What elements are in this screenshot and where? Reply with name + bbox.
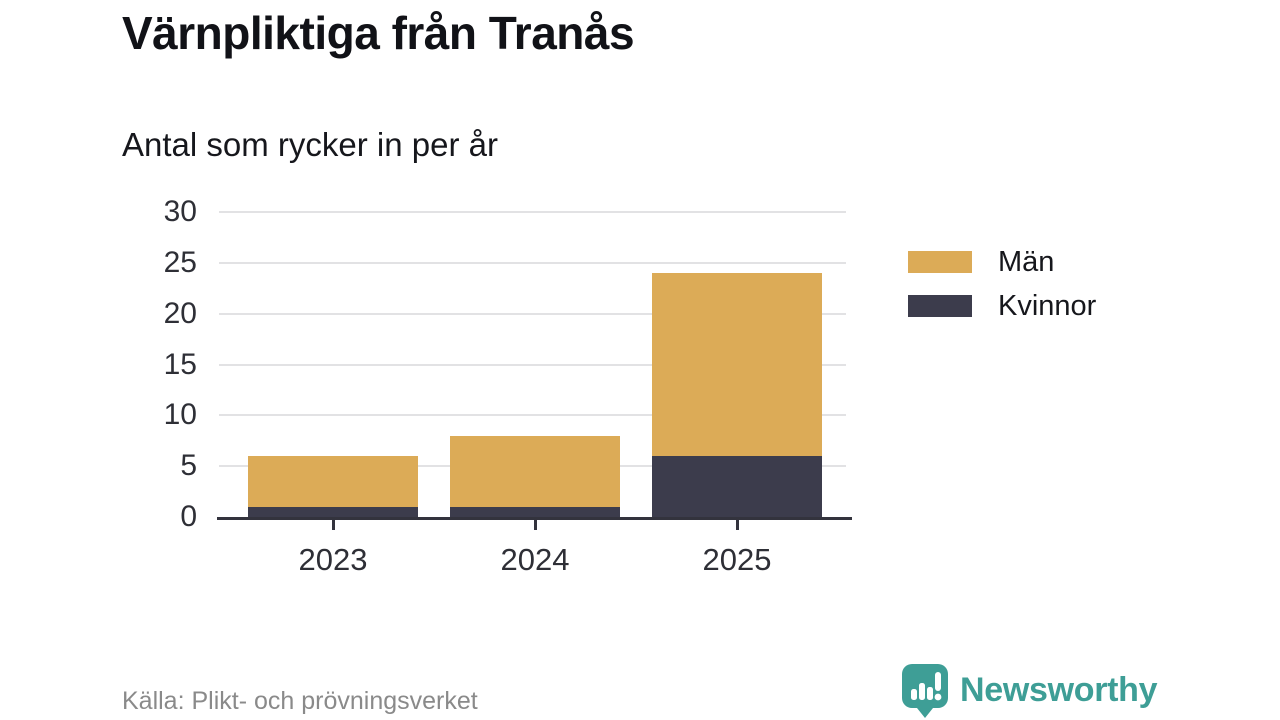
legend-swatch-kvinnor	[908, 295, 972, 317]
x-axis-tick-label: 2024	[500, 542, 570, 577]
legend-label: Kvinnor	[998, 290, 1097, 322]
bar-segment-kvinnor-2024	[450, 506, 620, 517]
bar-segment-kvinnor-2023	[248, 506, 418, 517]
x-axis-tick-label: 2023	[298, 542, 368, 577]
bar-segment-kvinnor-2025	[652, 456, 822, 517]
x-axis-tick-mark	[331, 520, 335, 530]
x-axis-tick-mark	[735, 520, 739, 530]
y-gridline	[219, 414, 846, 417]
y-axis-tick-label: 10	[163, 398, 197, 432]
legend-swatch-män	[908, 251, 972, 273]
source-note: Källa: Plikt- och prövningsverket	[122, 687, 478, 715]
y-axis-tick-label: 0	[180, 500, 197, 533]
y-gridline	[219, 312, 846, 315]
legend-label: Män	[998, 246, 1055, 278]
bar-segment-män-2023	[248, 456, 418, 507]
bar-segment-män-2024	[450, 435, 620, 507]
brand-logo: Newsworthy	[902, 664, 1158, 719]
y-gridline	[219, 211, 846, 213]
y-axis-tick-label: 20	[163, 296, 197, 330]
chart-title: Värnpliktiga från Tranås	[122, 7, 635, 59]
x-axis-tick-mark	[533, 520, 537, 530]
bar-segment-män-2025	[652, 273, 822, 456]
y-gridline	[219, 363, 846, 366]
y-axis-tick-label: 30	[163, 195, 197, 228]
chart-subtitle: Antal som rycker in per år	[122, 126, 498, 163]
y-axis-tick-label: 15	[163, 347, 197, 381]
legend-item-män: Män	[908, 247, 1054, 277]
x-axis-line	[217, 517, 852, 520]
x-axis-tick-label: 2025	[702, 542, 772, 577]
y-gridline	[219, 261, 846, 264]
legend-item-kvinnor: Kvinnor	[908, 291, 1096, 321]
brand-wordmark: Newsworthy	[960, 671, 1158, 709]
y-axis-tick-label: 5	[180, 449, 197, 483]
newsworthy-logo-icon	[902, 664, 948, 718]
y-axis-tick-label: 25	[163, 245, 197, 279]
